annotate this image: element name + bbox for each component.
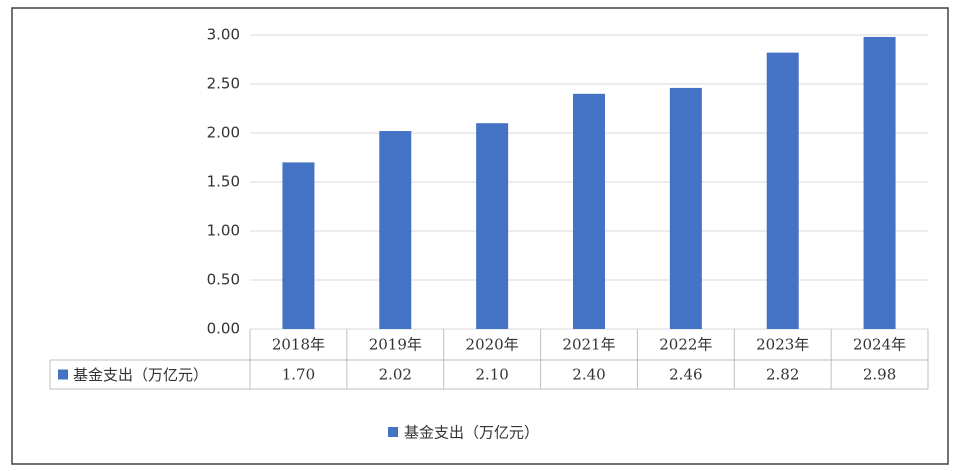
bar (379, 131, 412, 329)
table-series-name: 基金支出（万亿元） (73, 366, 208, 384)
y-tick-label: 0.00 (207, 320, 240, 338)
x-tick-label: 2023年 (756, 336, 809, 354)
y-tick-label: 0.50 (207, 271, 240, 289)
bar (282, 162, 315, 329)
x-tick-label: 2020年 (466, 336, 519, 354)
x-tick-label: 2021年 (562, 336, 615, 354)
y-tick-label: 2.50 (207, 75, 240, 93)
bar (476, 123, 509, 329)
table-value: 2.46 (669, 366, 702, 384)
legend-label: 基金支出（万亿元） (404, 424, 539, 442)
table-value: 2.40 (572, 366, 605, 384)
x-tick-label: 2019年 (369, 336, 422, 354)
x-tick-label: 2018年 (272, 336, 325, 354)
y-tick-label: 3.00 (207, 26, 240, 44)
table-value: 1.70 (282, 366, 315, 384)
bar (573, 93, 605, 329)
legend-key (388, 427, 398, 437)
table-value: 2.10 (475, 366, 508, 384)
y-tick-label: 2.00 (207, 124, 240, 142)
table-value: 2.98 (863, 366, 896, 384)
x-tick-label: 2022年 (659, 336, 712, 354)
x-tick-label: 2024年 (853, 336, 906, 354)
table-value: 2.82 (766, 366, 799, 384)
y-tick-label: 1.00 (207, 222, 240, 240)
bar (669, 87, 702, 329)
bar (766, 52, 799, 329)
table-legend-key (58, 369, 68, 380)
table-value: 2.02 (379, 366, 412, 384)
bar (863, 36, 896, 330)
y-tick-label: 1.50 (207, 173, 240, 191)
